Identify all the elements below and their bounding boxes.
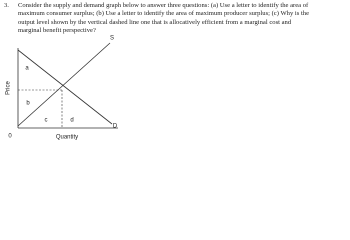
area-label: c [45, 118, 48, 124]
question-line: marginal benefit perspective? [18, 27, 96, 35]
question-line: output level shown by the vertical dashe… [18, 18, 292, 26]
question: 3. Consider the supply and demand graph … [4, 2, 348, 36]
question-line: Consider the supply and demand graph bel… [18, 2, 309, 9]
area-label: a [25, 66, 29, 72]
question-number: 3. [4, 2, 9, 9]
x-axis-label: Quantity [56, 135, 78, 141]
area-label: b [26, 101, 30, 107]
supply-curve [17, 42, 111, 127]
question-line: maximum consumer surplus; (b) Use a lett… [18, 10, 310, 18]
demand-label: D [113, 124, 118, 130]
graph: Price Quantity 0 S D a b c d [6, 36, 118, 141]
area-label: d [70, 118, 73, 124]
origin-label: 0 [8, 134, 12, 140]
y-axis-label: Price [6, 81, 12, 95]
page: {"question": {"number": "3.", "lines": [… [4, 2, 348, 141]
supply-label: S [110, 36, 114, 42]
demand-curve [17, 49, 113, 125]
